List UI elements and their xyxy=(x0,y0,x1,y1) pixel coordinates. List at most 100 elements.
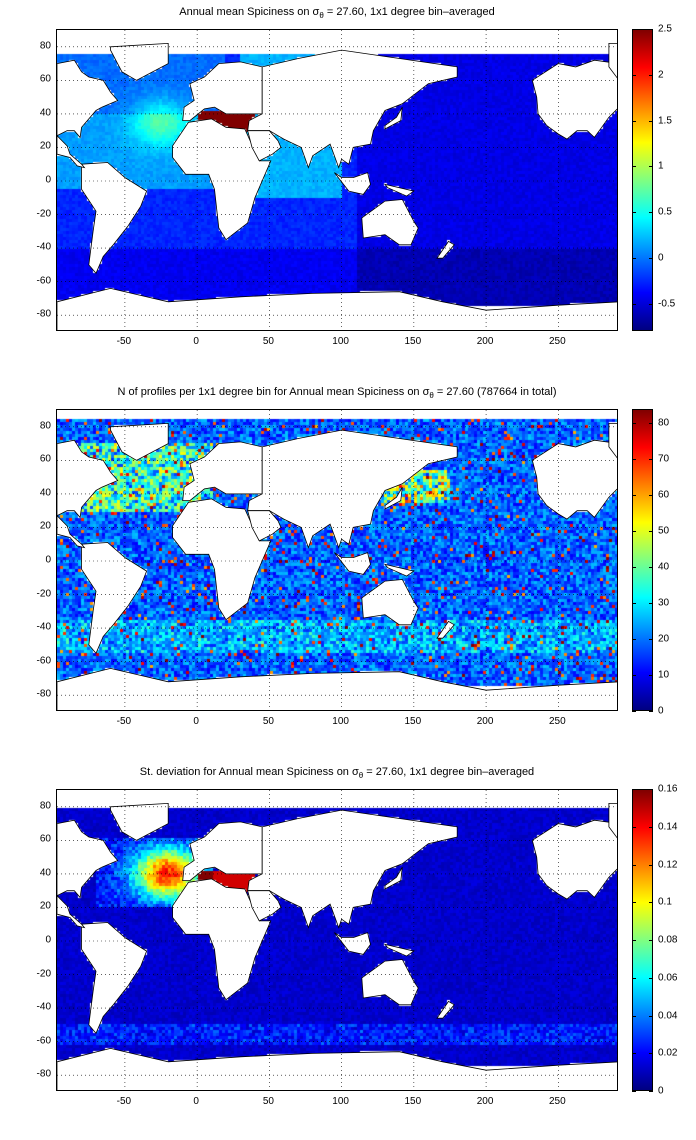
coastline xyxy=(57,667,617,710)
coastline xyxy=(334,932,371,955)
y-tick-label: 20 xyxy=(39,520,51,532)
coastline xyxy=(81,542,148,655)
world-map xyxy=(56,29,618,331)
colorbar-tick-mark xyxy=(649,940,653,941)
colorbar-tick-mark xyxy=(649,303,653,305)
y-tick-label: -80 xyxy=(36,1068,51,1080)
colorbar-tick-label: 0.02 xyxy=(658,1047,678,1059)
colorbar-tick-label: 0 xyxy=(658,252,664,264)
coastline xyxy=(361,199,419,246)
x-tick-label: -50 xyxy=(116,336,132,347)
x-tick-label: 100 xyxy=(332,1096,349,1107)
colorbar-tick-label: -0.5 xyxy=(658,298,676,310)
colorbar-tick-mark xyxy=(632,120,636,122)
y-tick-label: 0 xyxy=(45,554,51,566)
colorbar-tick-mark xyxy=(632,977,636,979)
x-tick-label: -50 xyxy=(116,1096,132,1107)
colorbar-tick-mark xyxy=(649,1091,653,1092)
colorbar-tick-mark xyxy=(632,459,636,461)
coastline xyxy=(110,422,169,461)
colorbar-tick-mark xyxy=(649,864,653,866)
colorbar-tick-mark xyxy=(649,531,653,533)
coastline xyxy=(247,890,282,922)
x-tick-label: 50 xyxy=(262,1096,274,1107)
colorbar-tick-mark xyxy=(649,789,653,790)
colorbar-tick-mark xyxy=(632,902,636,904)
colorbar-tick-mark xyxy=(649,257,653,259)
colorbar-tick-label: 0.06 xyxy=(658,972,678,984)
y-tick-label: -60 xyxy=(36,275,51,287)
colorbar-tick-mark xyxy=(632,789,636,790)
colorbar-tick-mark xyxy=(632,864,636,866)
y-tick-label: -40 xyxy=(36,241,51,253)
colorbar-tick-mark xyxy=(649,826,653,828)
colorbar-tick-mark xyxy=(649,711,653,712)
x-tick-label: 50 xyxy=(262,336,274,347)
coastline xyxy=(383,183,415,197)
y-tick-label: 60 xyxy=(39,833,51,845)
coastline xyxy=(110,802,169,841)
y-tick-label: 20 xyxy=(39,900,51,912)
coastline xyxy=(436,1000,455,1019)
x-tick-label: 200 xyxy=(476,716,494,727)
map-svg xyxy=(57,790,617,1090)
y-tick-label: -80 xyxy=(36,308,51,320)
y-tick-label: 0 xyxy=(45,934,51,946)
panel-title: Annual mean Spiciness on σθ = 27.60, 1x1… xyxy=(179,6,495,21)
coastline xyxy=(247,510,282,542)
coastline xyxy=(57,59,119,139)
y-tick-label: 40 xyxy=(39,487,51,499)
colorbar-tick-mark xyxy=(649,902,653,904)
coastline xyxy=(57,135,86,169)
x-tick-label: -50 xyxy=(116,716,132,727)
y-tick-label: 20 xyxy=(39,140,51,152)
colorbar-tick-mark xyxy=(632,940,636,941)
coastline xyxy=(608,802,617,839)
colorbar-tick-label: 0 xyxy=(658,705,664,717)
x-tick-label: 250 xyxy=(548,1096,566,1107)
colorbar-tick-mark xyxy=(649,603,653,605)
coastline xyxy=(384,106,403,130)
colorbar xyxy=(632,409,653,711)
colorbar-tick-mark xyxy=(632,531,636,533)
coastline xyxy=(57,819,119,899)
colorbar-tick-label: 0.12 xyxy=(658,859,678,870)
colorbar-tick-mark xyxy=(649,166,653,168)
map-svg xyxy=(57,410,617,710)
x-tick-label: 200 xyxy=(476,1096,494,1107)
coastline xyxy=(81,162,148,275)
colorbar-tick-label: 0.14 xyxy=(658,821,678,833)
colorbar-tick-label: 70 xyxy=(658,453,670,465)
coastline xyxy=(57,1047,617,1090)
x-tick-label: 150 xyxy=(404,1096,422,1107)
colorbar-tick-mark xyxy=(632,423,636,425)
colorbar-tick-mark xyxy=(649,120,653,122)
colorbar-tick-mark xyxy=(632,826,636,828)
y-tick-label: 60 xyxy=(39,453,51,465)
colorbar-tick-mark xyxy=(632,1091,636,1092)
x-tick-label: 150 xyxy=(404,336,422,347)
colorbar-tick-mark xyxy=(632,29,636,30)
colorbar-tick-label: 1 xyxy=(658,160,664,172)
colorbar-tick-label: 2 xyxy=(658,69,664,81)
colorbar-tick-label: 0.1 xyxy=(658,896,672,908)
colorbar-tick-mark xyxy=(649,1015,653,1017)
colorbar-tick-mark xyxy=(649,29,653,30)
y-tick-label: -60 xyxy=(36,1035,51,1047)
coastline xyxy=(247,809,458,929)
colorbar-tick-mark xyxy=(649,639,653,641)
coastline xyxy=(436,620,455,639)
x-tick-label: 250 xyxy=(548,716,566,727)
colorbar-tick-label: 60 xyxy=(658,489,670,501)
coastline xyxy=(57,439,119,519)
coastline xyxy=(608,422,617,459)
std-deviation-panel: St. deviation for Annual mean Spiciness … xyxy=(0,760,696,1140)
x-tick-label: 250 xyxy=(548,336,566,347)
coastline xyxy=(81,922,148,1035)
coastline xyxy=(247,49,458,169)
coastline xyxy=(57,515,86,549)
panel-title: St. deviation for Annual mean Spiciness … xyxy=(139,766,535,781)
colorbar-tick-label: 80 xyxy=(658,417,670,429)
colorbar-tick-label: 20 xyxy=(658,633,670,645)
y-tick-label: 80 xyxy=(39,420,51,432)
